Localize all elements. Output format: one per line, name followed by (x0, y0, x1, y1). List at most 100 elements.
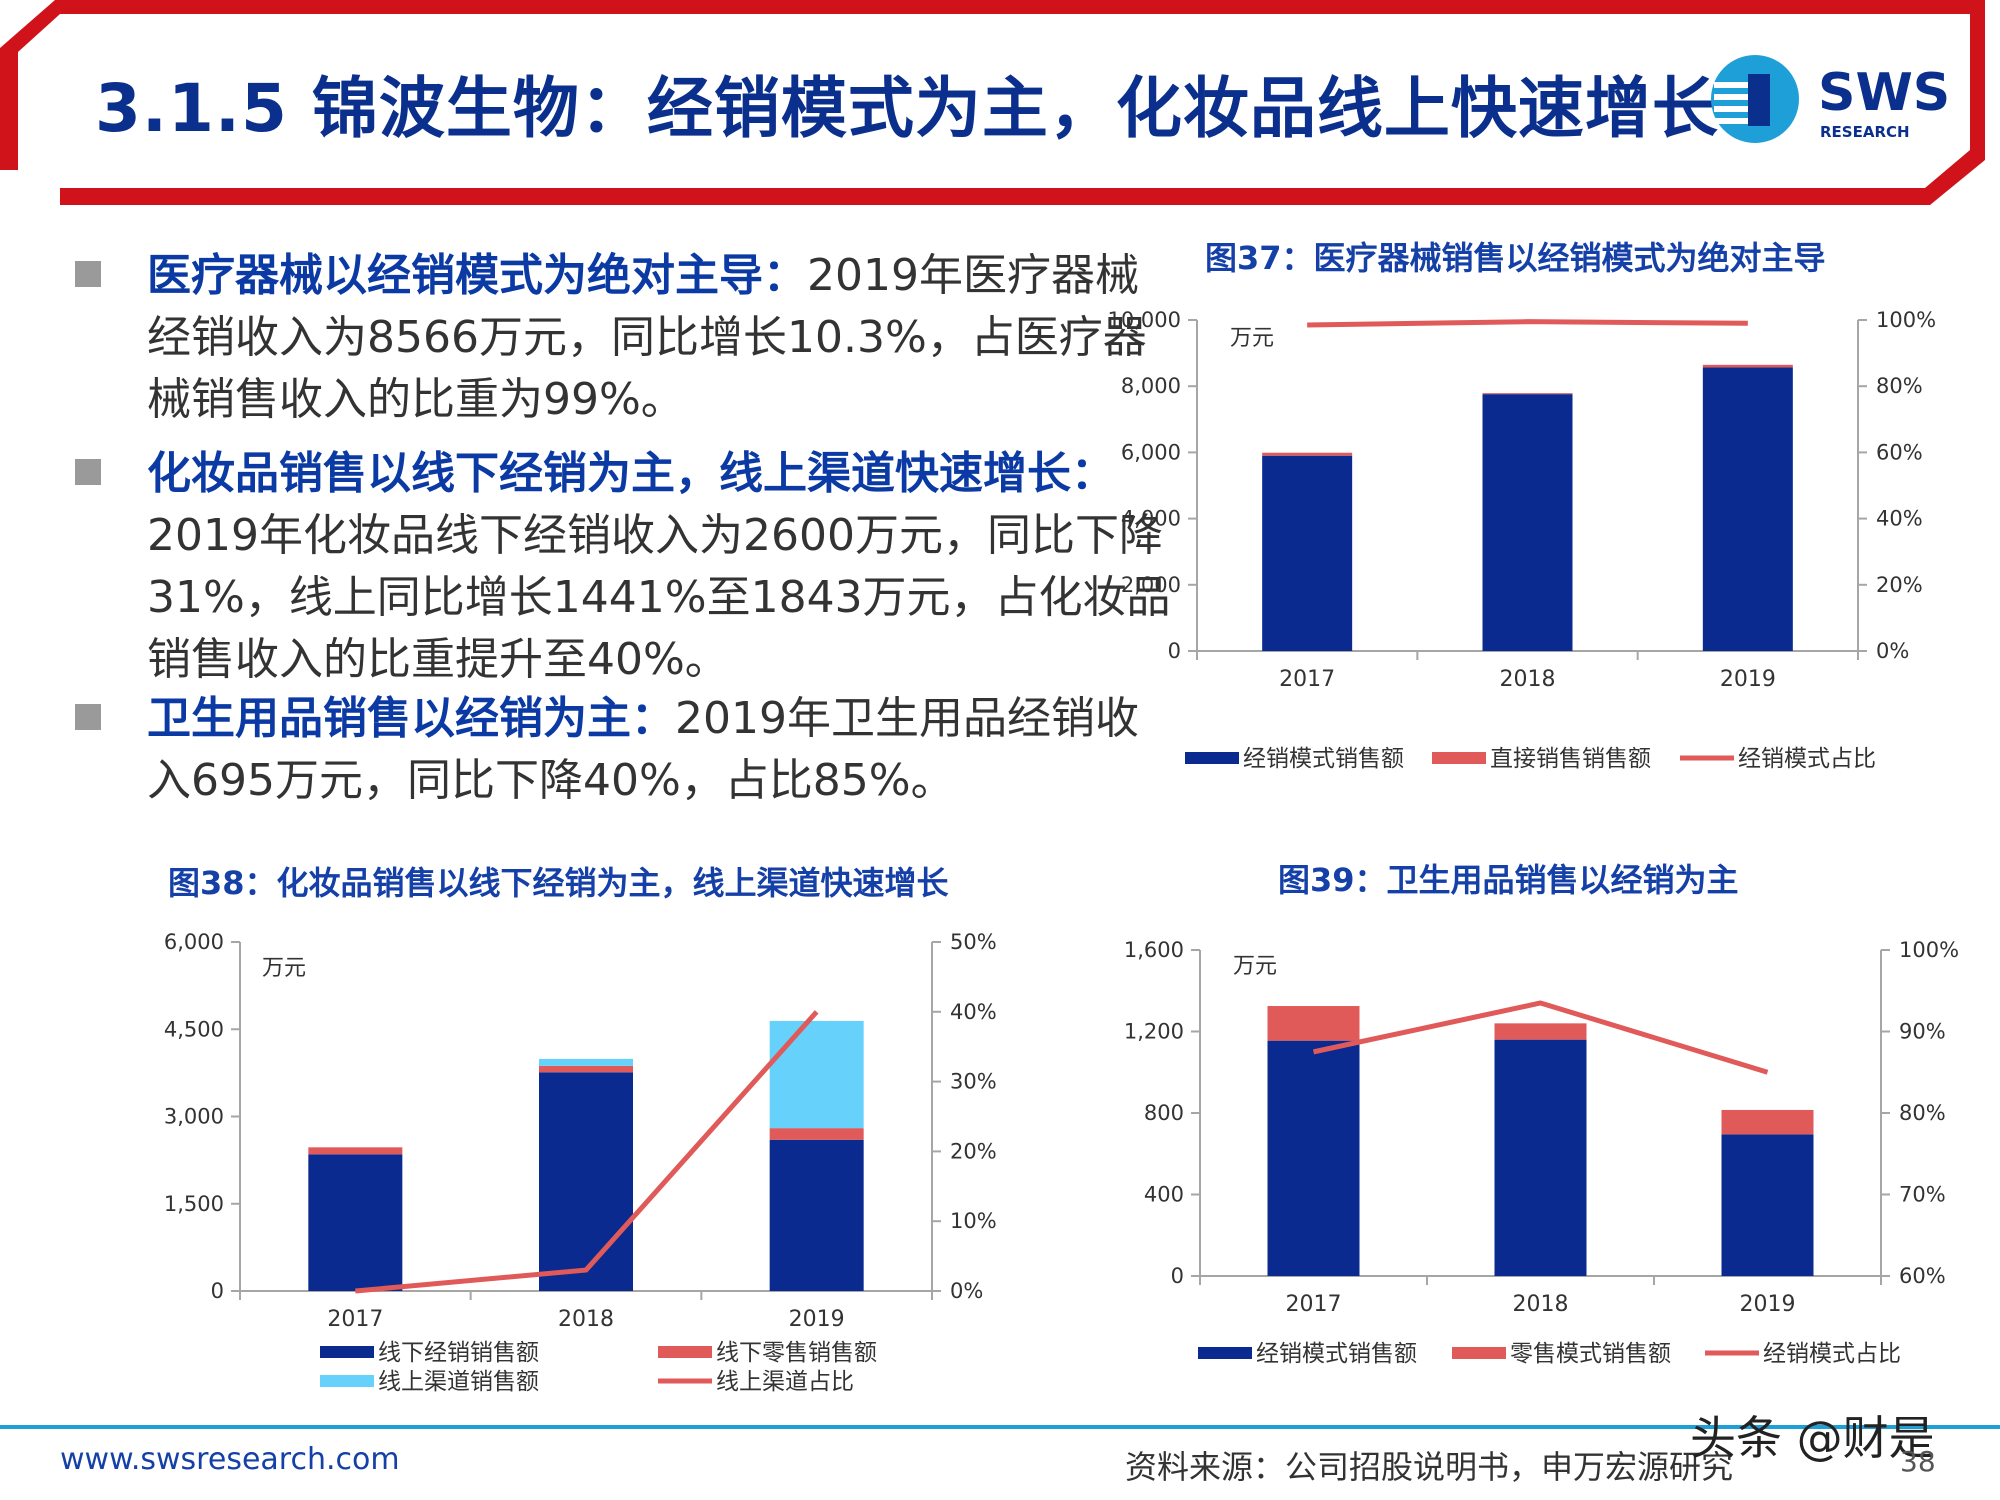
y-tick-label: 10,000 (1108, 308, 1181, 332)
bullet-square-icon (75, 704, 101, 730)
bar (539, 1058, 633, 1066)
y-tick-label: 6,000 (164, 930, 224, 954)
y2-tick-label: 40% (1876, 507, 1923, 531)
x-tick-label: 2018 (1500, 667, 1556, 692)
y-tick-label: 0 (211, 1279, 224, 1303)
legend-label: 经销模式占比 (1763, 1341, 1901, 1367)
legend-label: 直接销售销售额 (1490, 746, 1651, 772)
legend-swatch (320, 1375, 374, 1387)
series-line (1307, 319, 1748, 328)
y2-tick-label: 20% (1876, 573, 1923, 597)
y-tick-label: 4,000 (1121, 507, 1181, 531)
y2-tick-label: 20% (950, 1139, 997, 1163)
x-tick-label: 2019 (789, 1307, 845, 1332)
bar (769, 1139, 864, 1291)
bullet-body: 2019年化妆品线下经销收入为2600万元，同比下降31%，线上同比增长1441… (147, 510, 1171, 685)
y2-tick-label: 0% (950, 1279, 983, 1303)
y-tick-label: 8,000 (1121, 374, 1181, 398)
legend-label: 零售模式销售额 (1510, 1341, 1671, 1367)
bar (308, 1154, 403, 1291)
bullet-text: 医疗器械以经销模式为绝对主导：2019年医疗器械经销收入为8566万元，同比增长… (147, 245, 1177, 431)
y2-tick-label: 10% (950, 1209, 997, 1233)
bar (1262, 452, 1353, 456)
bar (1262, 455, 1353, 651)
logo-text: SWS (1818, 63, 1950, 123)
y2-tick-label: 40% (950, 1000, 997, 1024)
bullet-text: 化妆品销售以线下经销为主，线上渠道快速增长： 2019年化妆品线下经销收入为260… (147, 443, 1177, 691)
y2-tick-label: 0% (1876, 639, 1909, 663)
y2-tick-label: 50% (950, 930, 997, 954)
y2-tick-label: 80% (1876, 374, 1923, 398)
website-link[interactable]: www.swsresearch.com (60, 1442, 400, 1477)
header-banner (0, 0, 1985, 205)
legend-swatch (658, 1346, 712, 1358)
bar (1482, 393, 1573, 395)
y-tick-label: 1,500 (164, 1192, 224, 1216)
y-tick-label: 2,000 (1121, 573, 1181, 597)
y-tick-label: 4,500 (164, 1017, 224, 1041)
legend-swatch (1452, 1347, 1506, 1359)
bar (769, 1020, 864, 1129)
legend-label: 线上渠道占比 (716, 1369, 854, 1395)
x-tick-label: 2018 (1513, 1292, 1569, 1317)
bar (1267, 1006, 1360, 1041)
bullet-head: 卫生用品销售以经销为主： (147, 693, 675, 744)
y2-tick-label: 100% (1876, 308, 1936, 332)
page-number: 38 (1900, 1445, 1936, 1478)
bar (539, 1065, 633, 1073)
bar (1494, 1039, 1587, 1276)
y2-tick-label: 60% (1899, 1264, 1946, 1288)
bullet-body: 2019年卫生用品经销收入695万元，同比下降40%，占比85%。 (147, 693, 1139, 806)
x-tick-label: 2017 (327, 1307, 383, 1332)
y2-tick-label: 30% (950, 1070, 997, 1094)
y-tick-label: 6,000 (1121, 440, 1181, 464)
bar (539, 1072, 633, 1291)
legend-swatch (1432, 752, 1486, 764)
unit-label: 万元 (1230, 326, 1274, 351)
x-tick-label: 2019 (1740, 1292, 1796, 1317)
bar (308, 1147, 403, 1155)
footer-divider (0, 1425, 2000, 1429)
y2-tick-label: 70% (1899, 1183, 1946, 1207)
bar (1702, 367, 1793, 651)
legend-swatch (1198, 1347, 1252, 1359)
source-note: 资料来源：公司招股说明书，申万宏源研究 (1125, 1448, 1734, 1486)
x-tick-label: 2018 (558, 1307, 614, 1332)
legend-label: 经销模式占比 (1738, 746, 1876, 772)
bar (1702, 364, 1793, 368)
legend-label: 线下零售销售额 (716, 1340, 877, 1366)
x-tick-label: 2019 (1720, 667, 1776, 692)
y-tick-label: 0 (1171, 1264, 1184, 1288)
slide-title: 3.1.5 锦波生物：经销模式为主，化妆品线上快速增长 (95, 70, 1719, 147)
series-line (1312, 1000, 1769, 1075)
bar (1721, 1134, 1814, 1276)
fig39-title: 图39：卫生用品销售以经销为主 (1278, 861, 1739, 899)
x-tick-label: 2017 (1279, 667, 1335, 692)
y2-tick-label: 100% (1899, 938, 1959, 962)
legend-label: 经销模式销售额 (1243, 746, 1404, 772)
legend-swatch (1185, 752, 1239, 764)
bar (1494, 1023, 1587, 1040)
bullet-body: 2019年医疗器械经销收入为8566万元，同比增长10.3%，占医疗器械销售收入… (147, 250, 1147, 425)
y-tick-label: 3,000 (164, 1105, 224, 1129)
sws-logo: SWS RESEARCH (1711, 55, 1950, 143)
fig38-title: 图38：化妆品销售以线下经销为主，线上渠道快速增长 (168, 864, 949, 902)
bar (769, 1128, 864, 1140)
bullet-square-icon (75, 459, 101, 485)
bar (1267, 1040, 1360, 1276)
legend-label: 线下经销销售额 (378, 1340, 539, 1366)
y2-tick-label: 90% (1899, 1020, 1946, 1044)
watermark: 头条 @财是 (1690, 1411, 1935, 1465)
y-tick-label: 1,200 (1124, 1020, 1184, 1044)
legend-label: 线上渠道销售额 (378, 1369, 539, 1395)
y2-tick-label: 80% (1899, 1101, 1946, 1125)
bar (1721, 1109, 1814, 1135)
bar (1482, 394, 1573, 651)
y2-tick-label: 60% (1876, 440, 1923, 464)
logo-subtext: RESEARCH (1820, 123, 1910, 141)
bullet-text: 卫生用品销售以经销为主：2019年卫生用品经销收入695万元，同比下降40%，占… (147, 688, 1177, 812)
bullet-head: 化妆品销售以线下经销为主，线上渠道快速增长： (147, 448, 1115, 499)
